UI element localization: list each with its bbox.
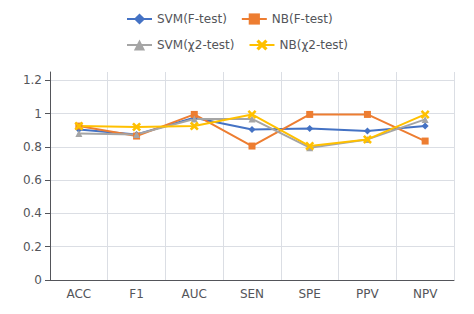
- svg-text:SVM(χ2-test): SVM(χ2-test): [157, 38, 234, 52]
- svg-text:1.2: 1.2: [23, 73, 42, 87]
- svg-text:SPE: SPE: [298, 287, 320, 301]
- svg-text:SEN: SEN: [240, 287, 264, 301]
- svg-text:0: 0: [34, 273, 42, 287]
- svg-text:NB(χ2-test): NB(χ2-test): [279, 38, 348, 52]
- svg-text:SVM(F-test): SVM(F-test): [157, 12, 227, 26]
- svg-text:0.6: 0.6: [23, 173, 42, 187]
- svg-text:F1: F1: [129, 287, 144, 301]
- svg-text:NB(F-test): NB(F-test): [272, 12, 333, 26]
- svg-text:1: 1: [34, 107, 42, 121]
- svg-text:0.4: 0.4: [23, 206, 42, 220]
- svg-text:AUC: AUC: [182, 287, 207, 301]
- svg-text:0.8: 0.8: [23, 140, 42, 154]
- svg-text:PPV: PPV: [356, 287, 379, 301]
- svg-text:0.2: 0.2: [23, 240, 42, 254]
- svg-text:NPV: NPV: [413, 287, 438, 301]
- svg-text:ACC: ACC: [66, 287, 91, 301]
